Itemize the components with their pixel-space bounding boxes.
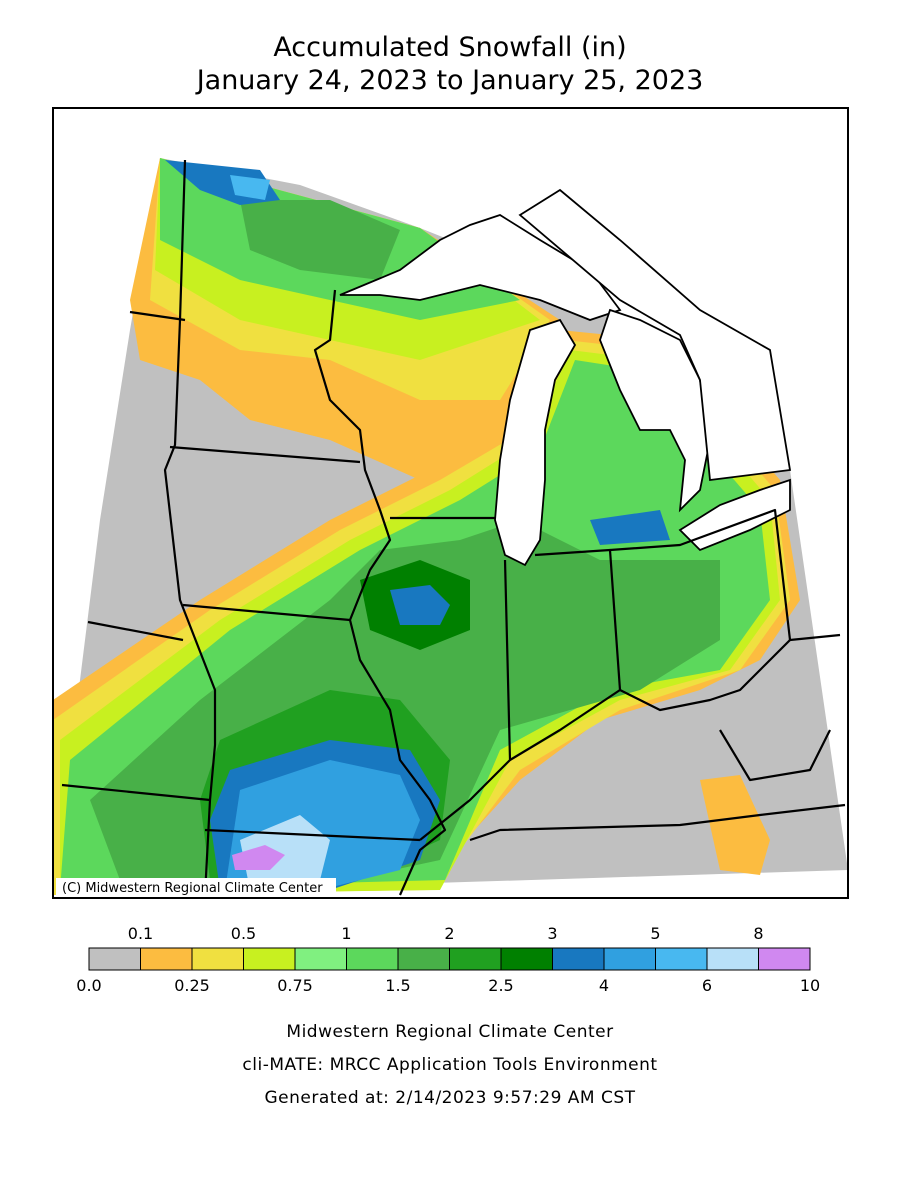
legend-label: 0.75 xyxy=(277,976,313,995)
legend-swatch xyxy=(552,947,605,971)
legend-label: 1.5 xyxy=(385,976,410,995)
footer-line: cli-MATE: MRCC Application Tools Environ… xyxy=(242,1055,657,1075)
snow-area xyxy=(700,775,770,875)
legend-label: 1 xyxy=(341,924,351,943)
legend-swatch xyxy=(243,947,296,971)
legend-label: 4 xyxy=(599,976,609,995)
footer-line: Generated at: 2/14/2023 9:57:29 AM CST xyxy=(264,1088,635,1108)
state-line xyxy=(609,508,841,642)
state-line xyxy=(313,289,447,896)
state-line xyxy=(129,310,186,322)
legend: 0.0 0.1 0.25 0.5 0.75 1 1.5 2 2.5 3 4 5 6 8 10 xyxy=(76,924,820,995)
legend-swatch xyxy=(346,947,399,971)
legend-label: 10 xyxy=(800,976,820,995)
snow-area xyxy=(590,510,670,545)
legend-swatch xyxy=(500,947,553,971)
credit: (C) Midwestern Regional Climate Center xyxy=(62,881,323,896)
canada xyxy=(518,188,792,482)
legend-swatch xyxy=(191,947,244,971)
legend-label: 5 xyxy=(650,924,660,943)
state-line xyxy=(61,783,211,802)
legend-label: 0.1 xyxy=(128,924,153,943)
legend-swatch xyxy=(655,947,708,971)
legend-label: 0.25 xyxy=(174,976,210,995)
legend-label: 2.5 xyxy=(488,976,513,995)
lake-michigan xyxy=(494,318,577,567)
snow-area xyxy=(390,585,450,625)
lake-huron xyxy=(599,308,711,513)
legend-label: 0.5 xyxy=(231,924,256,943)
legend-swatch xyxy=(88,947,141,971)
legend-label: 2 xyxy=(444,924,454,943)
legend-label: 6 xyxy=(702,976,712,995)
legend-swatch xyxy=(294,947,347,971)
legend-swatch xyxy=(603,947,656,971)
snow-area xyxy=(232,845,285,870)
legend-label: 0.0 xyxy=(76,976,101,995)
state-line xyxy=(619,639,791,712)
credit-box xyxy=(56,878,336,897)
legend-label: 3 xyxy=(547,924,557,943)
state-line xyxy=(182,603,351,622)
state-line xyxy=(719,729,831,782)
map-frame xyxy=(52,107,849,899)
legend-swatch xyxy=(449,947,502,971)
state-line xyxy=(419,559,512,841)
legend-swatch xyxy=(706,947,759,971)
subtitle: January 24, 2023 to January 25, 2023 xyxy=(195,65,704,96)
lake-erie xyxy=(678,478,791,552)
legend-swatch xyxy=(758,947,811,971)
state-line xyxy=(87,620,184,642)
state-line xyxy=(469,803,846,842)
lake-superior xyxy=(339,214,622,321)
state-line xyxy=(169,445,361,464)
legend-label: 8 xyxy=(753,924,763,943)
footer-line: Midwestern Regional Climate Center xyxy=(286,1022,613,1042)
snow-area xyxy=(230,175,270,200)
legend-swatch xyxy=(140,947,193,971)
title: Accumulated Snowfall (in) xyxy=(273,32,626,63)
state-line xyxy=(163,159,217,896)
map xyxy=(53,158,848,896)
legend-swatch xyxy=(397,947,450,971)
snow-area xyxy=(240,200,400,280)
state-line xyxy=(204,828,421,842)
